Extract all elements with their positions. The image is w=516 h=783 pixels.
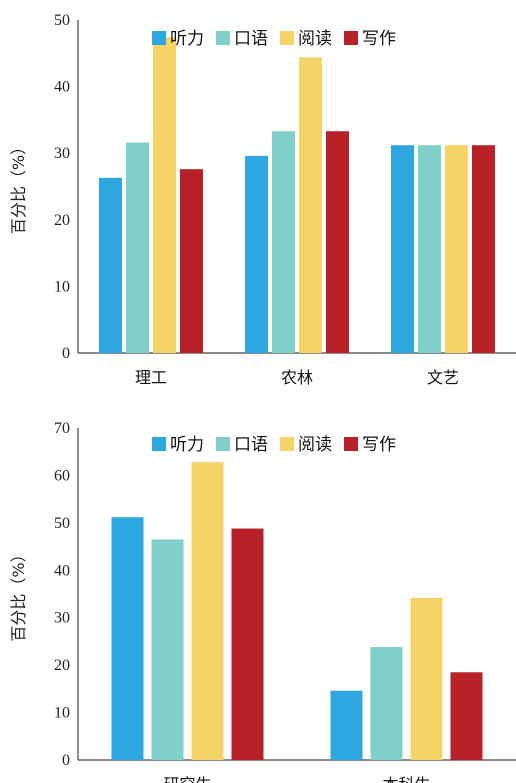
bar-口语-研究生	[151, 539, 184, 760]
legend-label: 听力	[170, 435, 204, 455]
y-axis-label: 百分比（%）	[9, 546, 28, 641]
bar-听力-本科生	[330, 690, 363, 760]
legend-label: 口语	[234, 29, 268, 49]
bar-写作-理工	[180, 169, 203, 353]
bar-阅读-理工	[153, 37, 176, 353]
y-tick-label: 0	[62, 345, 70, 362]
y-tick-label: 0	[62, 752, 70, 769]
bar-口语-文艺	[418, 145, 441, 353]
legend-swatch	[280, 31, 294, 45]
legend-label: 阅读	[298, 435, 332, 455]
category-label: 本科生	[382, 775, 430, 783]
bar-阅读-农林	[299, 57, 322, 354]
bar-口语-理工	[126, 142, 149, 353]
legend-label: 阅读	[298, 29, 332, 49]
bar-听力-理工	[99, 177, 122, 353]
legend-label: 写作	[362, 29, 396, 49]
legend-swatch	[344, 31, 358, 45]
bar-阅读-本科生	[410, 597, 443, 760]
legend-label: 写作	[362, 435, 396, 455]
legend-swatch	[280, 437, 294, 451]
category-label: 研究生	[163, 775, 211, 783]
legend-swatch	[216, 31, 230, 45]
y-tick-label: 20	[54, 657, 70, 674]
bar-听力-研究生	[111, 517, 144, 760]
bar-写作-研究生	[231, 528, 264, 760]
y-axis-label: 百分比（%）	[9, 139, 28, 234]
category-label: 农林	[281, 368, 313, 387]
bar-阅读-文艺	[445, 145, 468, 353]
bar-口语-本科生	[370, 647, 403, 760]
bar-听力-农林	[245, 155, 268, 353]
bar-阅读-研究生	[191, 462, 224, 760]
category-label: 文艺	[427, 368, 459, 387]
legend-swatch	[152, 31, 166, 45]
bar-写作-文艺	[472, 145, 495, 353]
bar-听力-文艺	[391, 145, 414, 353]
category-label: 理工	[135, 368, 167, 387]
y-tick-label: 20	[54, 212, 70, 229]
legend-swatch	[216, 437, 230, 451]
bar-口语-农林	[272, 131, 295, 353]
chart-by-degree: 0 10 20 30 40 50 60 70 百分比（%） 研究生 本科生 听力 口语 阅读 写作	[9, 420, 516, 783]
legend-swatch	[344, 437, 358, 451]
bar-写作-本科生	[450, 672, 483, 760]
y-tick-label: 50	[54, 12, 70, 29]
legend-label: 听力	[170, 29, 204, 49]
y-tick-label: 60	[54, 467, 70, 484]
legend-swatch	[152, 437, 166, 451]
chart-by-major: 0 10 20 30 40 50 百分比（%） 理工 农林 文艺 听力 口语 阅读 写作	[9, 12, 516, 387]
y-tick-label: 70	[54, 420, 70, 437]
y-tick-label: 40	[54, 562, 70, 579]
y-tick-label: 50	[54, 515, 70, 532]
y-tick-label: 10	[54, 705, 70, 722]
y-tick-label: 30	[54, 145, 70, 162]
legend-label: 口语	[234, 435, 268, 455]
bar-写作-农林	[326, 131, 349, 353]
y-tick-label: 40	[54, 79, 70, 96]
y-tick-label: 30	[54, 610, 70, 627]
y-tick-label: 10	[54, 278, 70, 295]
